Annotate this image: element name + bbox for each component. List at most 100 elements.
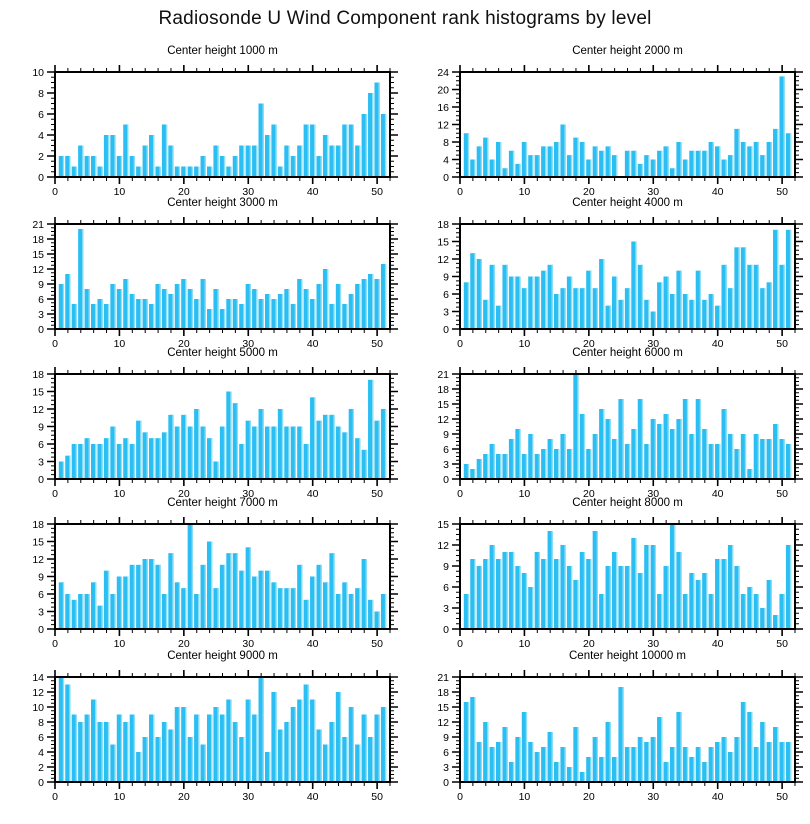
y-tick-label: 15 <box>437 236 449 248</box>
histogram-bar-highlight <box>609 305 611 329</box>
histogram-bar-highlight <box>262 299 264 329</box>
histogram-bar <box>553 294 560 329</box>
x-tick-label: 30 <box>647 338 659 350</box>
plot-frame <box>54 523 391 630</box>
histogram-bar-highlight <box>314 699 316 782</box>
histogram-bar <box>58 156 65 177</box>
histogram-bar-highlight <box>69 455 71 479</box>
histogram-bar-highlight <box>706 762 708 782</box>
histogram-bar-highlight <box>719 444 721 479</box>
histogram-bar-highlight <box>82 444 84 479</box>
histogram-bar-highlight <box>243 570 245 629</box>
histogram-bar <box>213 145 219 177</box>
histogram-bar-highlight <box>217 145 219 177</box>
histogram-bar-highlight <box>487 559 489 629</box>
histogram-bar <box>226 553 232 629</box>
histogram-bar <box>611 439 618 479</box>
histogram-bar-highlight <box>570 767 573 782</box>
histogram-bar <box>290 588 296 629</box>
histogram-bar-highlight <box>693 150 695 177</box>
histogram-bar <box>297 699 303 782</box>
histogram-bar-highlight <box>288 588 290 629</box>
histogram-bar-highlight <box>757 434 759 479</box>
histogram-bar <box>123 124 129 177</box>
histogram-bar-highlight <box>101 722 103 782</box>
histogram-bar-highlight <box>667 146 669 178</box>
histogram-bar-highlight <box>789 229 792 329</box>
histogram-bar-highlight <box>654 737 656 782</box>
plot-frame <box>54 373 391 480</box>
histogram-bar <box>676 419 682 479</box>
histogram-bar <box>187 737 193 782</box>
histogram-bar <box>502 454 508 479</box>
minor-axis-ticks <box>51 68 394 181</box>
histogram-bar-highlight <box>249 284 251 329</box>
y-tick-label: 6 <box>443 582 449 594</box>
histogram-bar-highlight <box>281 588 284 629</box>
histogram-bar-highlight <box>480 259 482 329</box>
histogram-bar <box>194 594 200 629</box>
histogram-bar <box>103 722 110 782</box>
x-tick-label: 0 <box>457 791 463 803</box>
histogram-bar-highlight <box>140 166 142 177</box>
histogram-bar <box>232 299 239 329</box>
histogram-bar <box>71 166 77 177</box>
chart-canvas-5000m: 0 10 20 30 40 50 0 3 6 9 12 15 18 <box>32 367 398 500</box>
histogram-bar-highlight <box>88 438 90 479</box>
histogram-bar <box>271 582 277 629</box>
histogram-bar <box>747 587 753 629</box>
histogram-bar <box>618 299 624 329</box>
histogram-bar-highlight <box>159 737 161 782</box>
histogram-bar-highlight <box>378 611 380 629</box>
histogram-bar-highlight <box>307 444 309 479</box>
y-tick-label: 9 <box>38 279 44 291</box>
plot-frame <box>459 523 796 630</box>
chart-6000m: 0 10 20 30 40 50 0 3 6 9 12 15 18 21 Center height 60… <box>405 342 810 502</box>
histogram-bar <box>599 757 605 782</box>
histogram-bar <box>142 299 148 329</box>
y-tick-label: 18 <box>437 219 449 231</box>
y-tick-label: 10 <box>32 702 44 714</box>
histogram-bar <box>528 434 534 479</box>
histogram-bar <box>232 553 239 629</box>
y-tick-label: 3 <box>38 309 44 321</box>
histogram-bar <box>380 409 387 479</box>
histogram-bar-highlight <box>178 707 181 782</box>
histogram-bar <box>374 420 380 479</box>
histogram-bar-highlight <box>314 397 316 479</box>
x-tick-label: 20 <box>583 638 595 650</box>
y-tick-label: 0 <box>38 172 44 184</box>
histogram-bar-highlight <box>731 155 734 178</box>
y-tick-label: 24 <box>437 67 449 79</box>
histogram-bar-highlight <box>326 135 329 177</box>
histogram-bar <box>103 135 110 177</box>
histogram-bar-highlight <box>596 146 598 178</box>
histogram-bar-highlight <box>146 145 148 177</box>
histogram-bar <box>541 747 547 782</box>
y-tick-label: 15 <box>32 249 44 261</box>
x-tick-label: 10 <box>114 638 126 650</box>
histogram-bar <box>560 124 566 177</box>
histogram-bar <box>521 573 528 629</box>
histogram-bar <box>206 309 213 329</box>
histogram-bar <box>753 142 759 177</box>
histogram-bar <box>168 414 174 479</box>
histogram-bar-highlight <box>680 419 682 479</box>
histogram-bar-highlight <box>191 737 193 782</box>
histogram-bar-highlight <box>165 289 168 329</box>
histogram-bar <box>322 135 329 177</box>
histogram-bar <box>669 168 676 177</box>
histogram-bar-highlight <box>570 155 573 178</box>
x-tick-label: 10 <box>519 791 531 803</box>
histogram-bar <box>97 444 103 479</box>
histogram-bar <box>721 409 727 479</box>
histogram-bar-highlight <box>686 159 689 177</box>
chart-4000m: 0 10 20 30 40 50 0 3 6 9 12 15 18 Center height 4000… <box>405 192 810 352</box>
histogram-bar <box>599 150 605 177</box>
histogram-bar <box>136 166 142 177</box>
histogram-bar <box>303 444 309 479</box>
histogram-bar <box>213 707 219 782</box>
histogram-bar <box>284 289 290 329</box>
axis-labels: 0 10 20 30 40 50 0 3 6 9 12 15 18 <box>32 519 383 650</box>
histogram-bar-highlight <box>307 599 309 629</box>
